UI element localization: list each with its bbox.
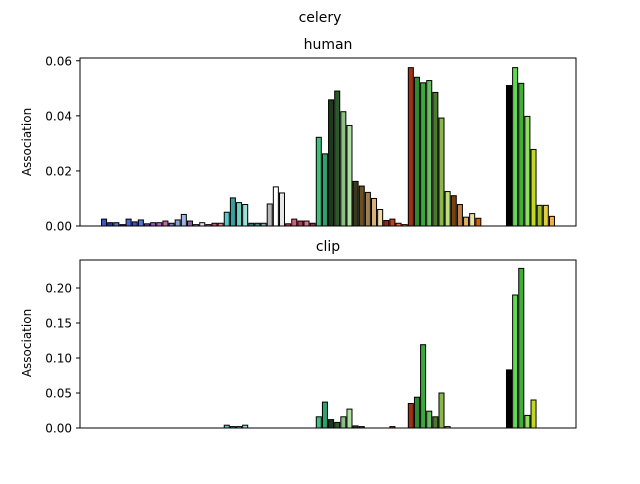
human-bar-12 — [174, 219, 181, 227]
human-bar-32 — [297, 220, 304, 227]
human-bar-70 — [530, 148, 537, 227]
clip-bar-66 — [505, 369, 513, 429]
human-bar-36 — [321, 153, 328, 227]
human-bar-69 — [524, 115, 531, 227]
human-bar-10 — [162, 220, 169, 227]
clip-bar-68 — [518, 267, 525, 429]
human-bar-41 — [352, 180, 359, 227]
human-subplot: human Association 0.00 0.02 0.04 0.06 — [20, 37, 577, 234]
human-bar-52 — [420, 82, 427, 227]
human-y-tick-label-3: 0.06 — [45, 54, 72, 68]
clip-y-tick-label-4: 0.20 — [45, 282, 72, 296]
human-bar-47 — [389, 218, 396, 227]
human-bar-38 — [334, 90, 341, 227]
clip-bar-54 — [432, 416, 439, 429]
clip-bar-37 — [328, 419, 335, 429]
human-bar-14 — [186, 220, 193, 227]
human-bar-28 — [272, 186, 279, 227]
clip-bar-53 — [426, 410, 433, 429]
clip-axes-frame — [79, 259, 577, 429]
human-bar-27 — [266, 203, 273, 227]
human-bar-71 — [536, 204, 543, 227]
human-y-axis-label: Association — [20, 108, 34, 176]
human-bar-6 — [137, 219, 144, 227]
human-bar-46 — [383, 219, 390, 227]
human-bar-29 — [278, 192, 286, 227]
human-bar-50 — [407, 67, 414, 227]
human-bar-57 — [450, 195, 457, 227]
clip-bar-51 — [413, 396, 420, 429]
human-bar-55 — [438, 117, 445, 227]
clip-bar-39 — [340, 416, 347, 429]
human-bar-59 — [463, 216, 470, 227]
human-bar-54 — [432, 91, 439, 227]
human-bar-73 — [548, 215, 555, 227]
clip-y-ticks: 0.00 0.05 0.10 0.15 0.20 — [45, 282, 80, 436]
human-bar-43 — [364, 191, 371, 227]
human-bar-42 — [358, 185, 365, 227]
human-bar-58 — [456, 204, 463, 227]
clip-y-tick-label-1: 0.05 — [45, 387, 72, 401]
human-bar-67 — [512, 67, 519, 227]
human-bar-5 — [131, 221, 138, 227]
human-bar-66 — [505, 85, 513, 227]
clip-bar-50 — [407, 403, 414, 429]
clip-subplot: clip Association 0.00 0.05 0.10 0.15 0.20 — [20, 239, 577, 436]
human-bar-61 — [475, 217, 482, 227]
human-axes-frame — [79, 57, 577, 227]
clip-bar-67 — [512, 294, 519, 429]
human-bar-45 — [377, 208, 384, 227]
clip-subplot-title: clip — [316, 239, 340, 255]
human-bar-21 — [229, 197, 236, 227]
clip-bar-36 — [321, 401, 328, 429]
clip-bars — [223, 267, 537, 429]
human-bar-20 — [223, 211, 230, 227]
human-bars — [101, 67, 555, 227]
clip-bar-70 — [530, 399, 537, 429]
human-bar-31 — [291, 218, 298, 227]
clip-bar-38 — [334, 421, 341, 429]
clip-bar-69 — [524, 414, 531, 429]
human-y-tick-label-0: 0.00 — [45, 220, 72, 234]
clip-y-tick-label-0: 0.00 — [45, 422, 72, 436]
figure-title: celery — [299, 10, 342, 26]
human-bar-68 — [518, 82, 525, 227]
clip-bar-52 — [420, 344, 427, 429]
clip-y-axis-label: Association — [20, 309, 34, 377]
human-bar-60 — [469, 213, 476, 227]
clip-bar-40 — [346, 408, 353, 429]
human-bar-35 — [315, 136, 322, 227]
human-bar-13 — [180, 213, 187, 227]
clip-y-tick-label-2: 0.10 — [45, 352, 72, 366]
human-bar-53 — [426, 80, 433, 227]
human-bar-72 — [542, 204, 549, 227]
human-bar-40 — [346, 124, 353, 227]
human-y-ticks: 0.00 0.02 0.04 0.06 — [45, 54, 80, 234]
human-bar-56 — [444, 191, 451, 227]
human-bar-37 — [328, 99, 335, 227]
human-y-tick-label-2: 0.04 — [45, 109, 72, 123]
human-bar-51 — [413, 76, 420, 227]
clip-bar-55 — [438, 392, 445, 429]
human-bar-33 — [303, 220, 310, 227]
human-bar-0 — [101, 218, 108, 227]
human-bar-44 — [371, 197, 378, 227]
human-y-tick-label-1: 0.02 — [45, 164, 72, 178]
human-bar-39 — [340, 111, 347, 227]
human-bar-4 — [125, 218, 132, 227]
clip-bar-35 — [315, 416, 322, 429]
clip-y-tick-label-3: 0.15 — [45, 317, 72, 331]
human-bar-22 — [236, 202, 243, 227]
human-bar-23 — [242, 204, 249, 227]
human-subplot-title: human — [304, 37, 353, 53]
